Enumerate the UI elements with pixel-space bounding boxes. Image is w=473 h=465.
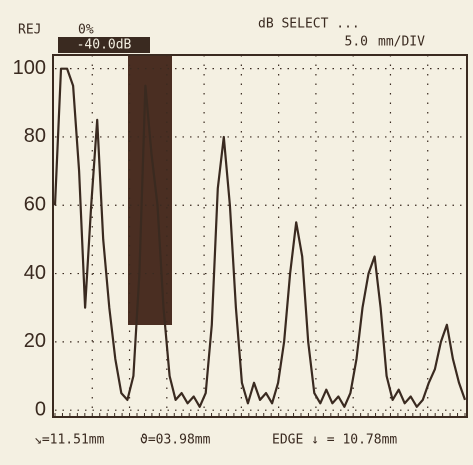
reject-label: REJ [18, 23, 41, 38]
gate-highlight [128, 55, 172, 325]
y-tick-label: 80 [24, 125, 46, 147]
mode: dB SELECT ... [258, 17, 360, 32]
y-tick-label: 0 [35, 398, 46, 420]
angle-depth: ϑ=03.98mm [140, 433, 211, 448]
instrument-screen: REJ 0% dB SELECT ... -40.0dB 5.0 mm/DIV … [0, 0, 473, 465]
reject-value: 0% [78, 23, 94, 38]
y-tick-label: 40 [24, 262, 46, 284]
edge: EDGE ↓ = 10.78mm [272, 433, 397, 448]
y-tick-label: 100 [13, 57, 46, 79]
gain: -40.0dB [77, 38, 132, 53]
range-unit: mm/DIV [378, 35, 425, 50]
range-value: 5.0 [345, 35, 368, 50]
y-tick-label: 20 [24, 330, 46, 352]
y-tick-label: 60 [24, 194, 46, 216]
sound-path: ↘=11.51mm [34, 433, 105, 448]
